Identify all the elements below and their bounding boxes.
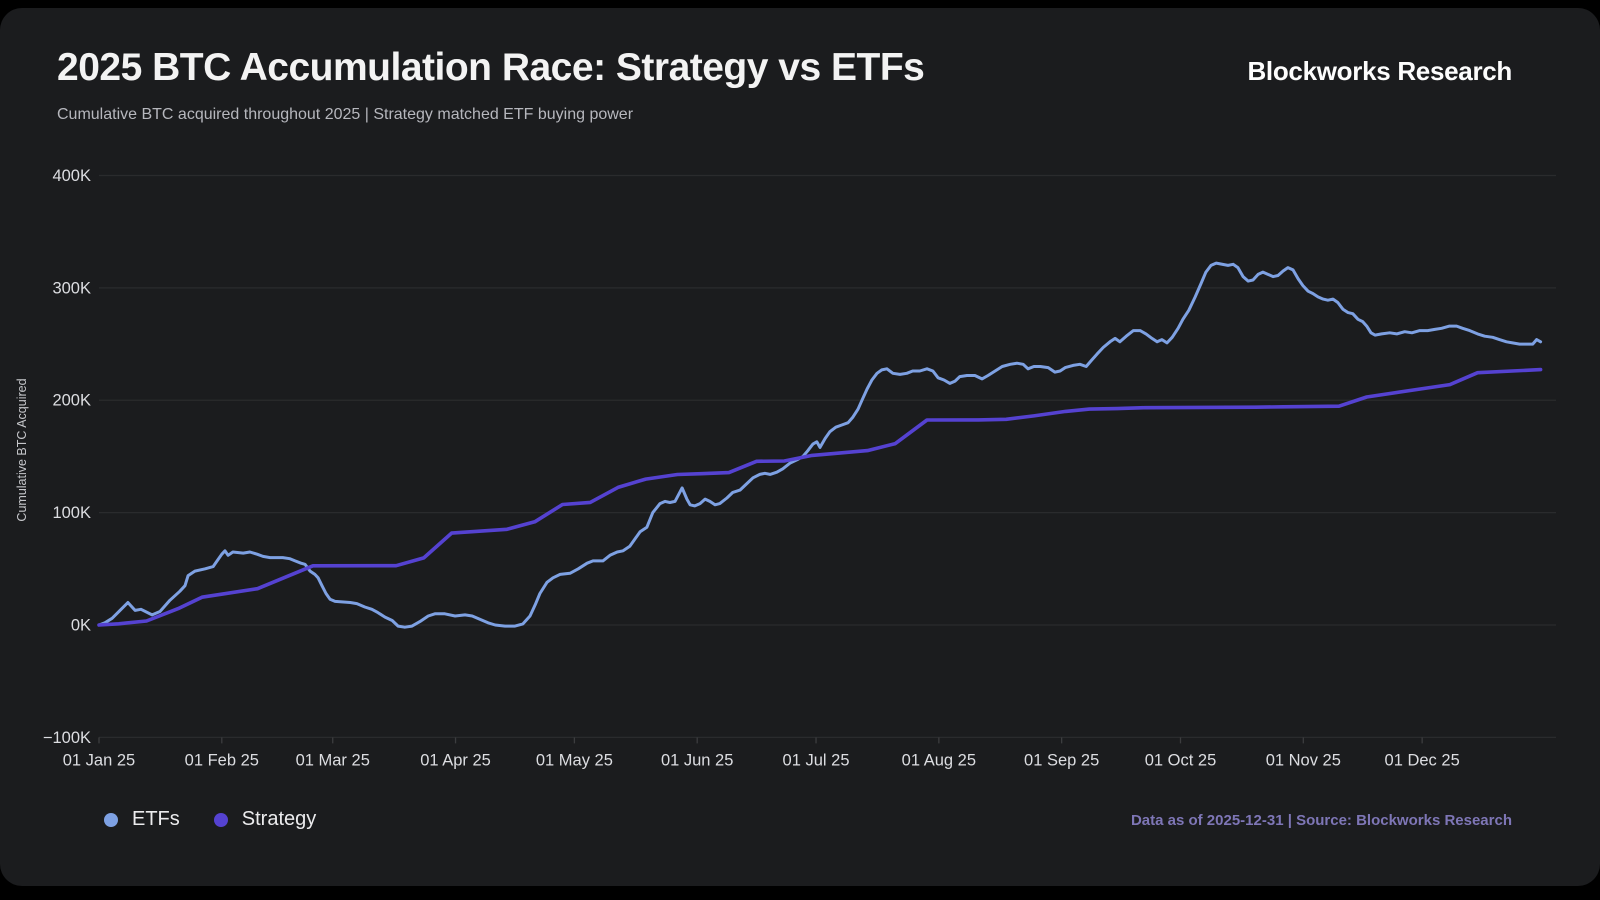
legend: ETFs Strategy [104,808,316,831]
legend-label-etfs: ETFs [132,808,180,830]
y-tick-label: 0K [71,617,91,635]
y-tick-label: 200K [52,392,91,410]
x-tick-label: 01 Nov 25 [1266,751,1341,769]
y-tick-label: 100K [52,504,91,522]
page-title: 2025 BTC Accumulation Race: Strategy vs … [57,46,925,89]
chart-card: 2025 BTC Accumulation Race: Strategy vs … [0,8,1600,886]
x-tick-label: 01 May 25 [536,751,613,769]
x-tick-label: 01 Sep 25 [1024,751,1099,769]
x-tick-label: 01 Apr 25 [420,751,491,769]
legend-item-etfs[interactable]: ETFs [104,808,180,831]
x-tick-label: 01 Aug 25 [902,751,976,769]
y-tick-label: −100K [43,729,91,747]
series-lines [97,261,1543,629]
y-axis-labels: 400K 300K 200K 100K 0K −100K [43,167,91,747]
legend-item-strategy[interactable]: Strategy [213,808,317,831]
y-tick-label: 300K [52,279,91,297]
y-axis-title: Cumulative BTC Acquired [15,378,29,521]
x-tick-label: 01 Mar 25 [296,751,370,769]
etfs-dot-icon [104,812,118,827]
x-axis-ticks [98,737,1423,744]
etfs-line [97,261,1543,629]
x-tick-label: 01 Jun 25 [661,751,733,769]
source-note: Data as of 2025-12-31 | Source: Blockwor… [1130,812,1512,829]
x-tick-label: 01 Feb 25 [185,751,259,769]
legend-label-strategy: Strategy [241,808,317,830]
x-tick-label: 01 Jul 25 [783,751,850,769]
gridlines [99,174,1556,739]
x-axis-labels: 01 Jan 25 01 Feb 25 01 Mar 25 01 Apr 25 01 M… [63,751,1460,769]
x-tick-label: 01 Oct 25 [1145,751,1217,769]
x-tick-label: 01 Jan 25 [63,751,135,769]
y-tick-label: 400K [52,167,91,185]
strategy-line [97,367,1543,627]
line-chart[interactable]: 400K 300K 200K 100K 0K −100K 01 Jan 25 01 Feb … [0,138,1600,778]
x-tick-label: 01 Dec 25 [1385,751,1460,769]
chart-subtitle: Cumulative BTC acquired throughout 2025 … [57,106,634,123]
brand-logo: Blockworks Research [1247,56,1512,86]
strategy-dot-icon [213,812,228,827]
